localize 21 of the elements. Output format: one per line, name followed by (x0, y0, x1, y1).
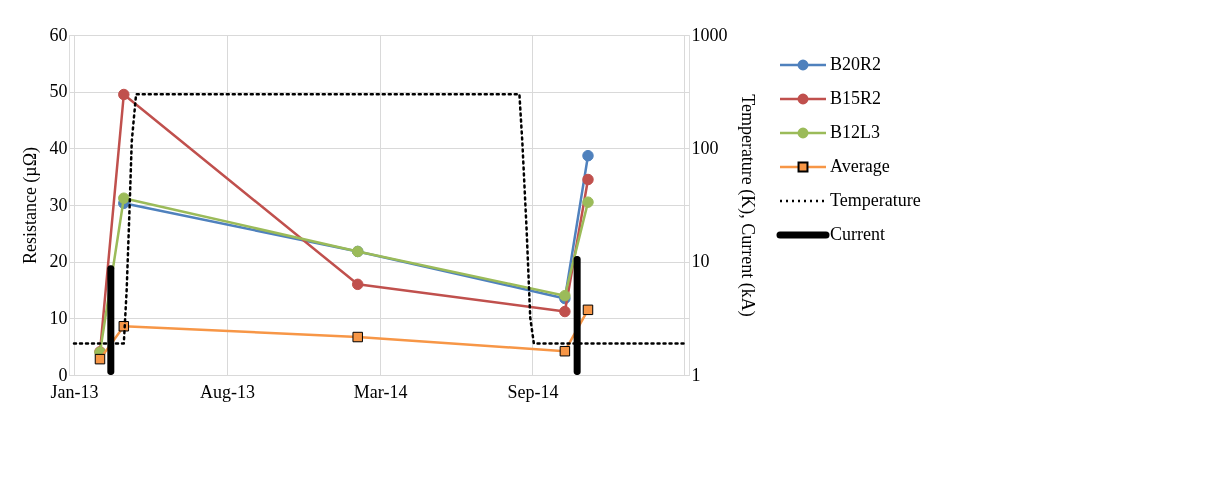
y-tick-label: 30 (49, 194, 68, 215)
legend-label: B20R2 (830, 54, 882, 74)
y2-axis-title: Temperature (K), Current (kA) (736, 94, 758, 317)
y2-tick-label: 1000 (691, 24, 728, 45)
x-tick-label: Sep-14 (507, 381, 559, 402)
y2-tick-label: 100 (691, 137, 719, 158)
legend-label: B15R2 (830, 88, 882, 108)
x-tick-label: Mar-14 (353, 381, 408, 402)
y-tick-label: 40 (49, 137, 68, 158)
y-axis-title: Resistance (µΩ) (19, 146, 41, 265)
y-tick-label: 50 (49, 81, 68, 102)
x-tick-label: Aug-13 (200, 381, 256, 402)
y-tick-label: 60 (49, 24, 68, 45)
y2-tick-label: 1 (691, 364, 701, 385)
legend-label: Temperature (830, 190, 921, 210)
legend-label: Average (830, 156, 890, 176)
legend-label: B12L3 (830, 122, 881, 142)
y2-tick-label: 10 (691, 251, 710, 272)
y-tick-label: 10 (49, 307, 68, 328)
legend-label: Current (830, 224, 885, 244)
y-tick-label: 20 (49, 251, 68, 272)
